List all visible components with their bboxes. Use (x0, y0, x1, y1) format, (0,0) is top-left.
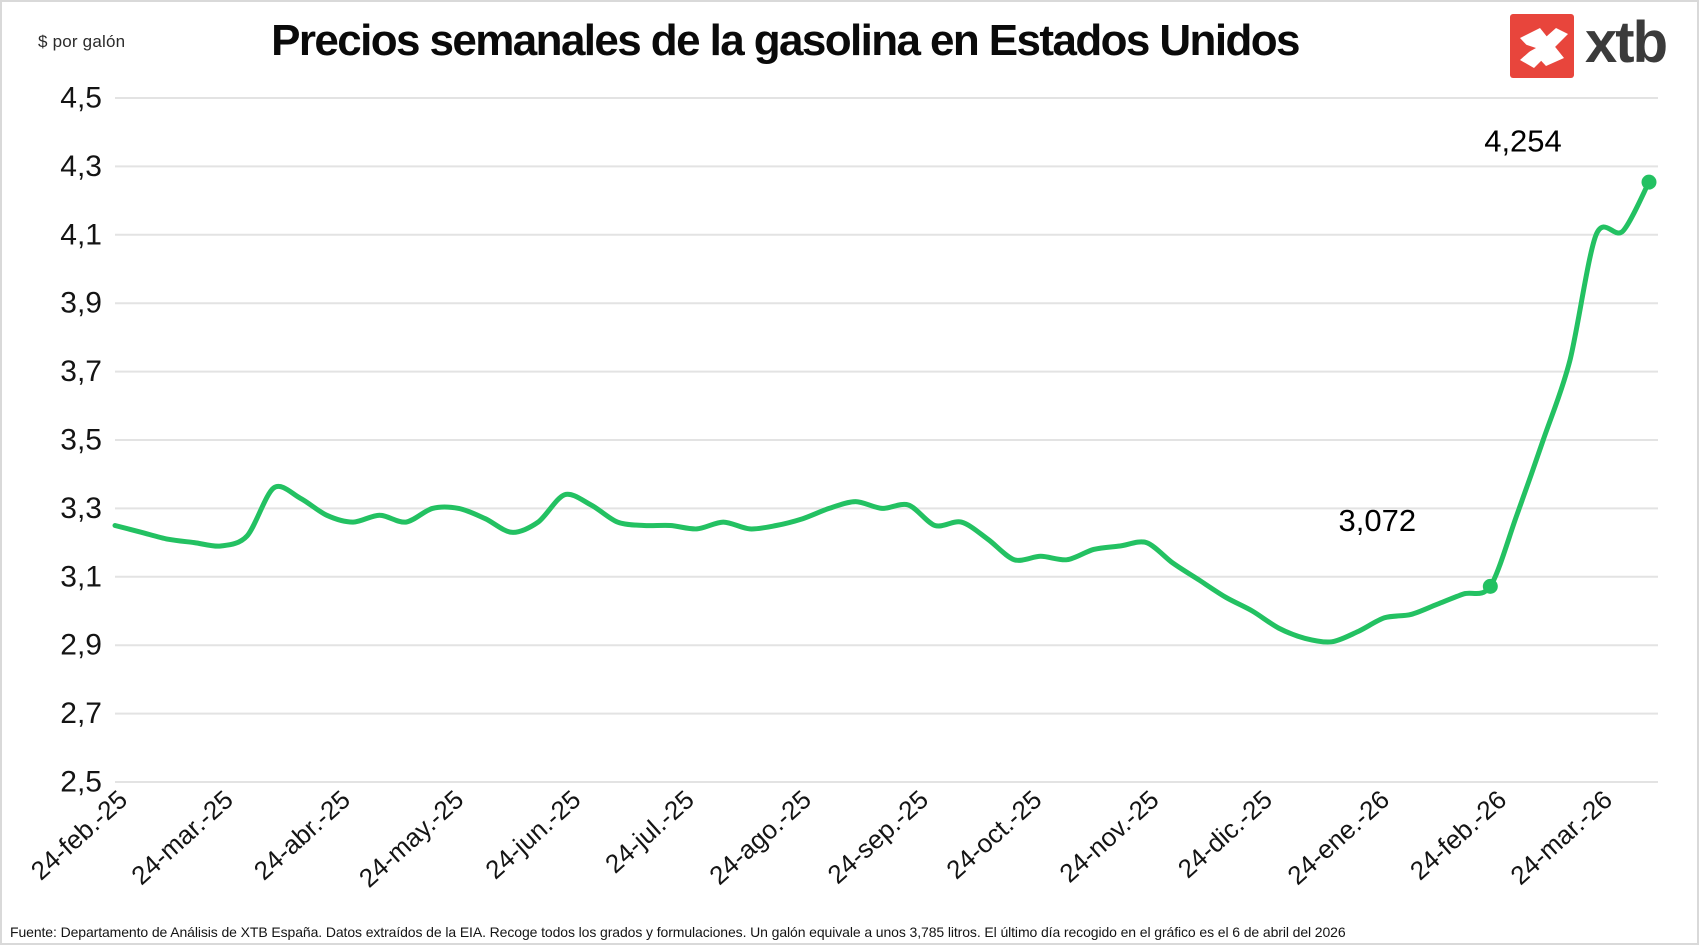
data-point-label: 4,254 (1484, 124, 1562, 159)
data-point-marker (1641, 174, 1657, 190)
y-tick-label: 2,5 (60, 766, 102, 799)
x-tick-label: 24-nov.-25 (1053, 784, 1164, 888)
x-tick-label: 24-oct.-25 (940, 784, 1047, 885)
y-tick-label: 4,1 (60, 218, 102, 251)
price-line (112, 179, 1652, 645)
x-tick-label: 24-mar.-25 (125, 784, 239, 890)
y-tick-label: 2,9 (60, 629, 102, 662)
x-tick-label: 24-feb.-26 (1404, 784, 1512, 886)
y-tick-label: 3,7 (60, 355, 102, 388)
x-tick-label: 24-ago.-25 (703, 784, 817, 890)
y-tick-label: 2,7 (60, 697, 102, 730)
y-tick-label: 3,5 (60, 424, 102, 457)
data-point-label: 3,072 (1339, 503, 1417, 538)
x-tick-label: 24-jul.-25 (599, 784, 700, 879)
y-tick-label: 3,1 (60, 560, 102, 593)
xtb-logo-text: xtb (1585, 10, 1668, 75)
x-tick-label: 24-sep.-25 (822, 784, 934, 889)
y-tick-label: 4,3 (60, 150, 102, 183)
x-tick-label: 24-feb.-25 (25, 784, 133, 886)
xtb-logo-icon (1510, 14, 1574, 78)
x-tick-label: 24-may.-25 (353, 784, 469, 893)
data-point-marker (1482, 578, 1498, 594)
xtb-logo: xtb (1510, 10, 1668, 78)
y-tick-label: 3,3 (60, 492, 102, 525)
x-tick-label: 24-jun.-25 (479, 784, 586, 885)
y-tick-label: 3,9 (60, 287, 102, 320)
x-tick-label: 24-ene.-26 (1281, 784, 1395, 890)
page-title: Precios semanales de la gasolina en Esta… (271, 16, 1300, 65)
x-tick-label: 24-abr.-25 (248, 784, 356, 886)
x-tick-label: 24-mar.-26 (1504, 784, 1618, 890)
y-tick-label: 4,5 (60, 82, 102, 115)
y-axis-unit-label: $ por galón (38, 32, 126, 51)
source-note: Fuente: Departamento de Análisis de XTB … (10, 924, 1346, 940)
x-tick-label: 24-dic.-25 (1172, 784, 1278, 884)
